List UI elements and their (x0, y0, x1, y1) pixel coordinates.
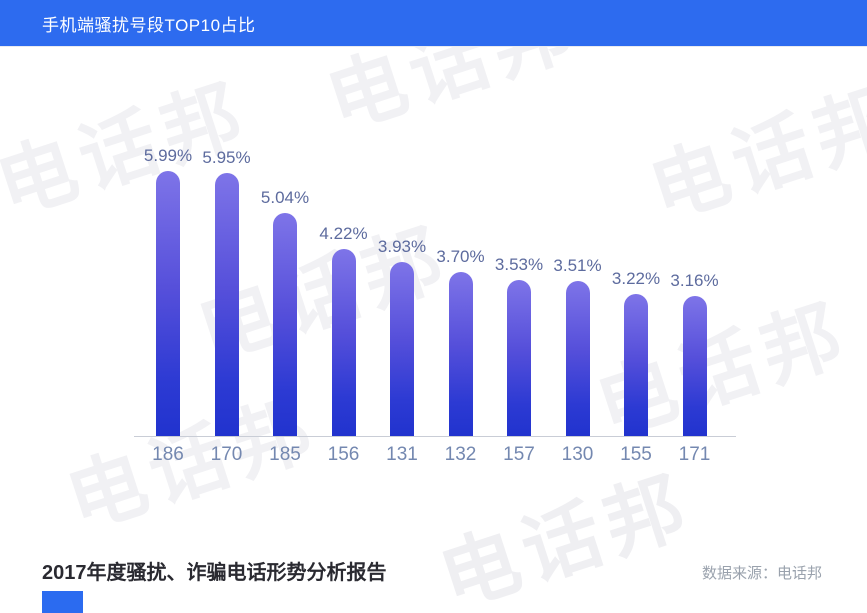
bar-column: 3.93% (373, 237, 431, 436)
bar-column: 3.16% (666, 271, 724, 436)
report-title: 2017年度骚扰、诈骗电话形势分析报告 (42, 562, 387, 584)
bar-column: 5.04% (256, 188, 314, 436)
bar-value-label: 5.99% (143, 146, 193, 165)
bar-column: 3.53% (490, 255, 548, 436)
bar-value-label: 3.53% (494, 255, 544, 274)
footer-accent-square (42, 591, 83, 613)
bar (682, 296, 707, 436)
x-axis-tick-label: 155 (620, 444, 652, 465)
bar (448, 272, 473, 436)
bar-column: 5.99% (139, 146, 197, 436)
x-axis-tick-label: 156 (327, 444, 360, 465)
bar (507, 280, 531, 436)
x-axis-tick-label: 131 (386, 444, 418, 465)
bar-value-label: 5.04% (260, 188, 310, 207)
bar (565, 281, 590, 436)
bar-value-label: 3.51% (553, 256, 602, 275)
x-axis-tick-label: 130 (561, 444, 594, 465)
bar (390, 262, 414, 436)
bar (273, 213, 297, 436)
bar-column: 5.95% (198, 148, 256, 436)
bar-value-label: 3.16% (670, 271, 719, 290)
page-title: 手机端骚扰号段TOP10占比 (42, 15, 256, 35)
x-axis-tick-label: 157 (503, 444, 535, 465)
x-axis-tick-label: 186 (152, 444, 184, 465)
bar-value-label: 3.70% (436, 247, 485, 266)
bar (331, 249, 356, 436)
bar-value-label: 5.95% (202, 148, 251, 167)
data-source-label: 数据来源：电话邦 (701, 565, 822, 582)
x-axis-line (134, 436, 736, 437)
bar-column: 3.70% (432, 247, 490, 436)
bar-value-label: 4.22% (319, 224, 368, 243)
bar-value-label: 3.93% (377, 237, 427, 256)
bar-column: 3.51% (549, 256, 607, 436)
bar-column: 4.22% (315, 224, 373, 436)
bar-column: 3.22% (607, 269, 665, 436)
x-axis-tick-label: 185 (269, 444, 301, 465)
x-axis-tick-label: 171 (678, 444, 711, 465)
bar (624, 294, 648, 436)
x-axis-tick-label: 132 (444, 444, 477, 465)
bar (156, 171, 180, 436)
header-bar: 手机端骚扰号段TOP10占比 (0, 0, 867, 47)
bar-value-label: 3.22% (611, 269, 661, 288)
bar (214, 173, 239, 436)
x-axis-tick-label: 170 (210, 444, 243, 465)
